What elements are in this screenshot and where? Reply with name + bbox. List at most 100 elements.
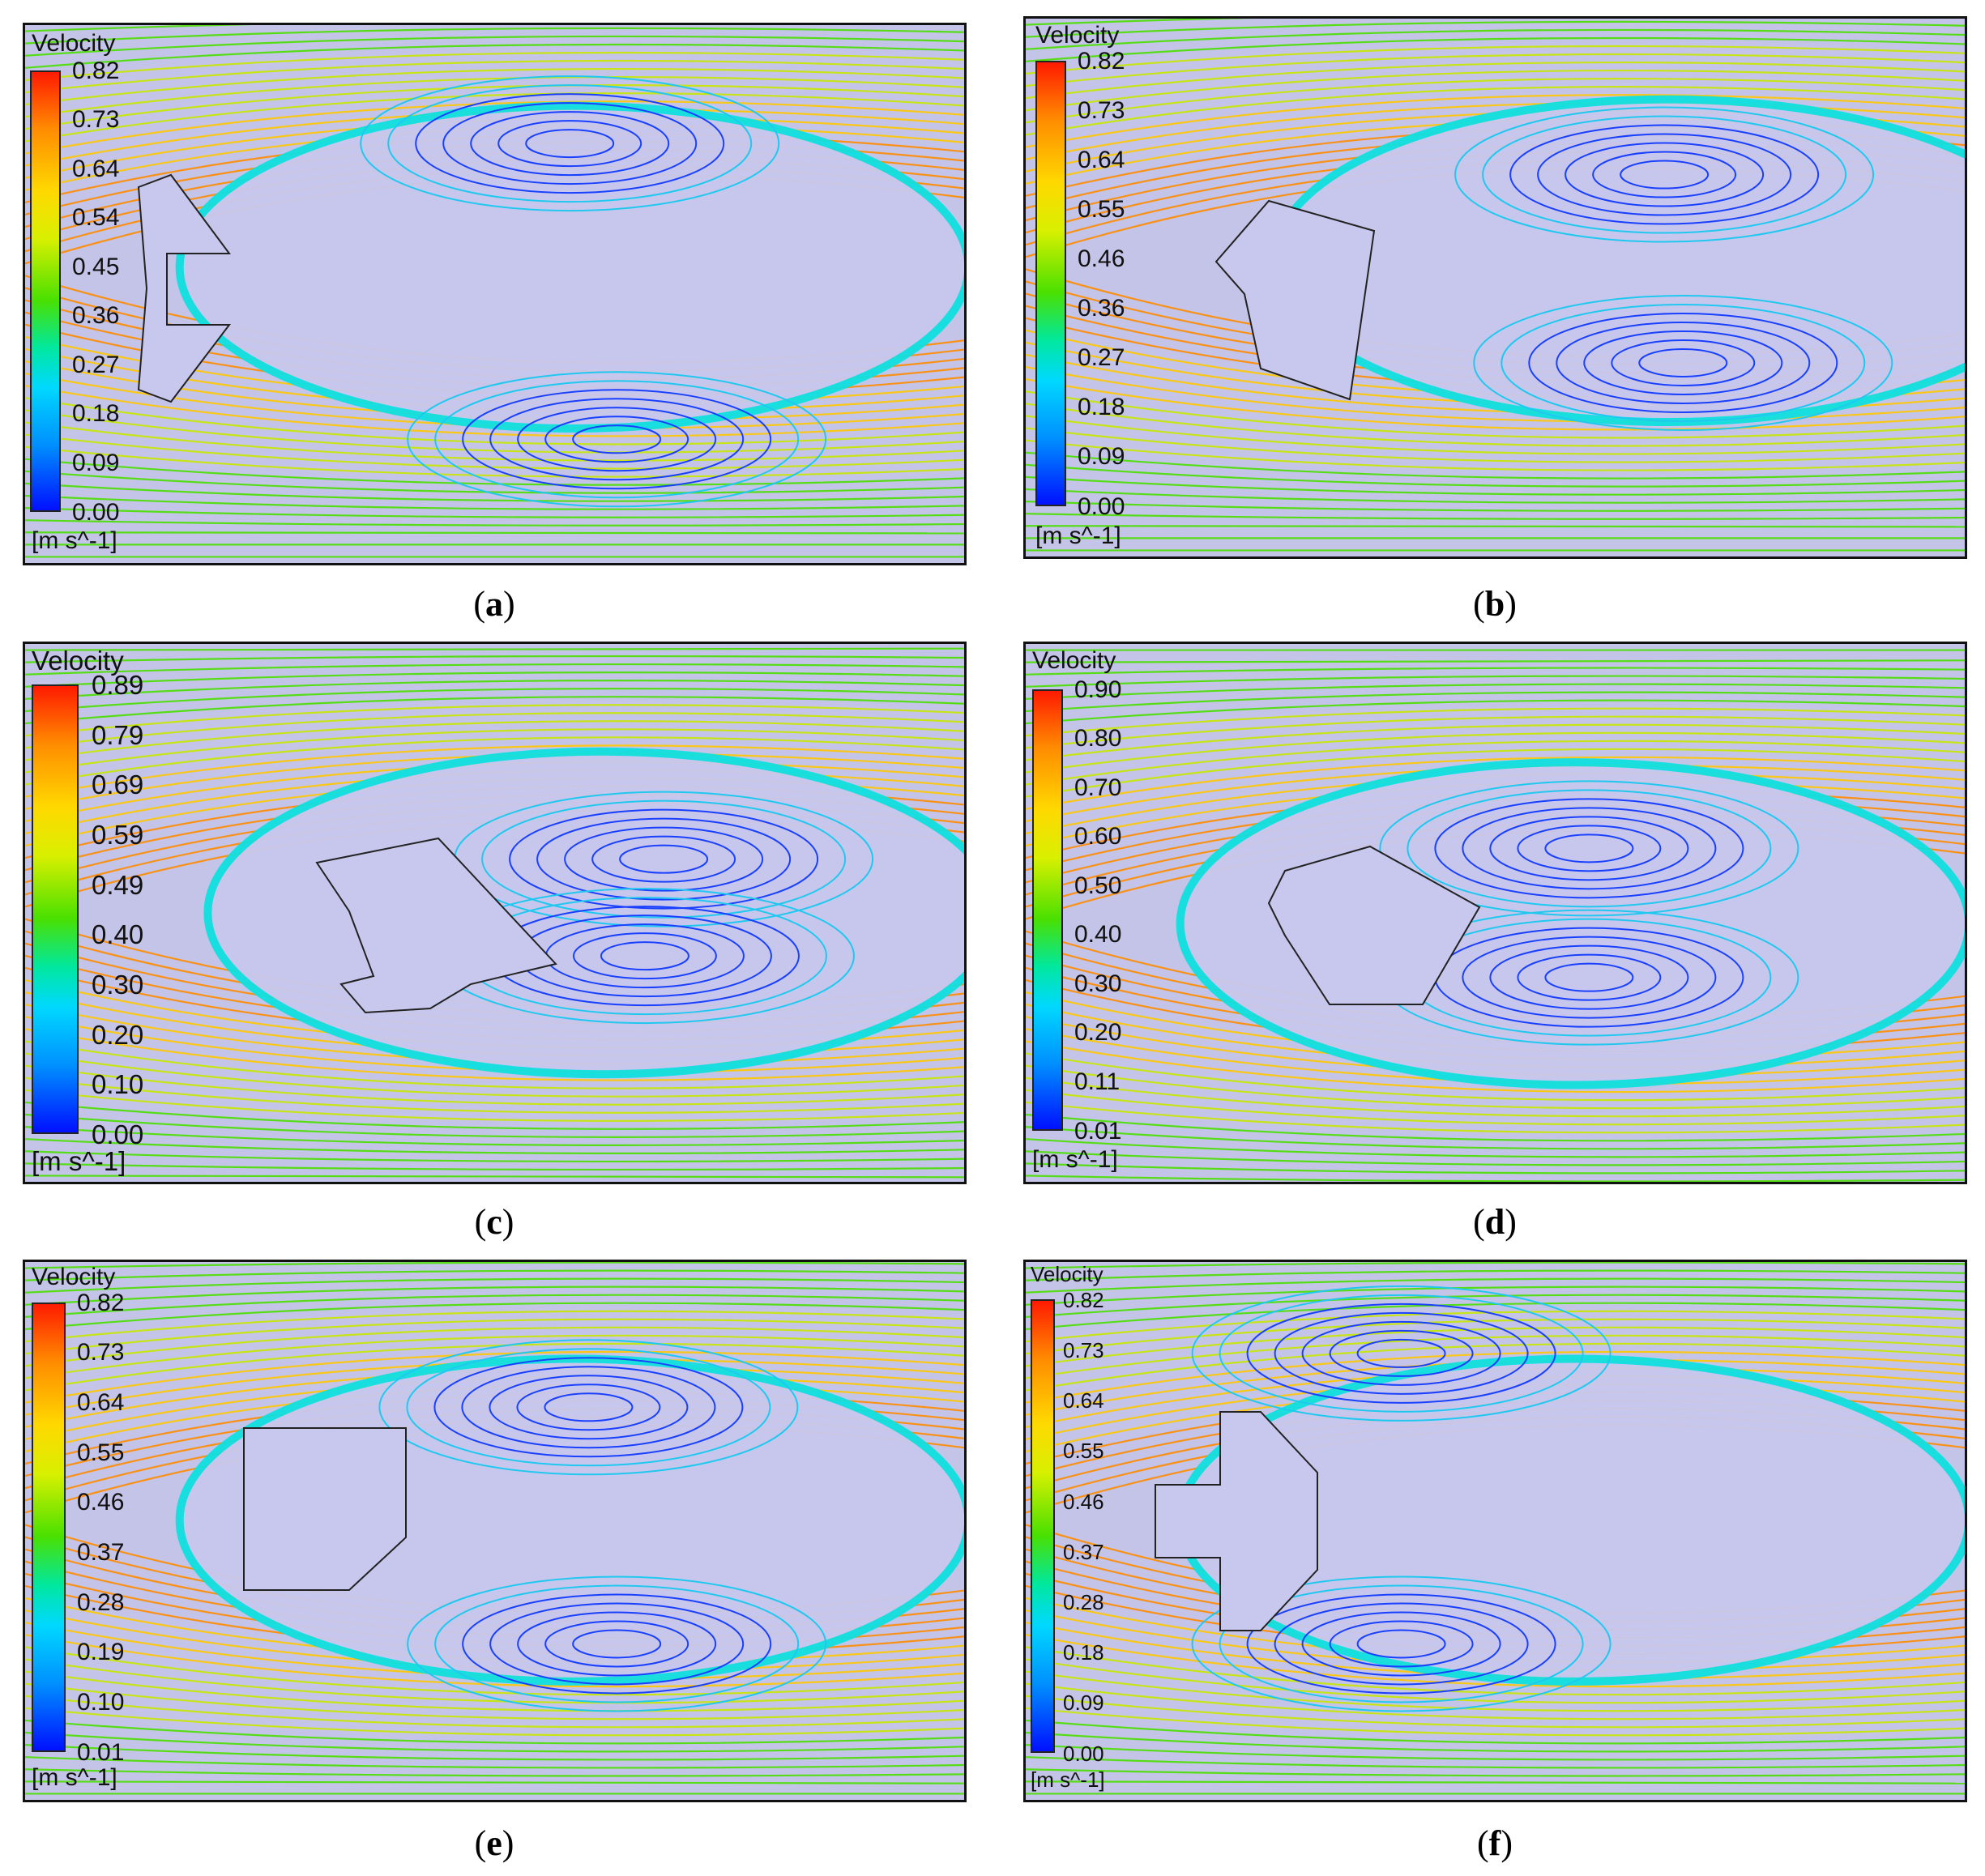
lower-vortex-ring: [1191, 1575, 1611, 1712]
streamline: [1026, 1294, 1965, 1319]
bluff-body: [1267, 845, 1481, 1005]
upper-vortex-ring: [433, 1357, 744, 1458]
streamline: [1026, 1028, 1965, 1085]
streamline: [1026, 1670, 1965, 1712]
upper-vortex-ring: [1517, 825, 1662, 872]
streamline: [1026, 1768, 1965, 1777]
panel-caption-letter: c: [486, 1202, 502, 1242]
upper-vortex-ring: [1620, 160, 1710, 190]
panel-caption: (b): [1473, 584, 1517, 624]
colorbar-tick-label: 0.73: [72, 106, 120, 134]
colorbar-tick-label: 0.49: [92, 869, 144, 900]
colorbar-tick-label: 0.55: [1078, 195, 1125, 223]
streamline: [1026, 691, 1965, 713]
lower-vortex-ring: [544, 416, 689, 463]
streamline: [25, 1682, 964, 1720]
colorbar-tick-label: 0.82: [77, 1289, 125, 1316]
upper-vortex-ring: [1246, 1303, 1556, 1404]
streamline: [25, 1646, 964, 1696]
streamline: [1026, 1175, 1965, 1182]
legend-title: Velocity: [1031, 1262, 1103, 1286]
streamline: [25, 27, 964, 45]
streamline: [1026, 1101, 1965, 1134]
lower-vortex-ring: [1517, 953, 1662, 1001]
streamline: [1026, 1113, 1965, 1142]
upper-vortex-ring: [1454, 106, 1875, 243]
streamline: [1026, 45, 1965, 75]
upper-vortex-ring: [1434, 798, 1744, 899]
velocity-panel-a: Velocity 0.82 0.73 0.64 0.54 0.45 0.36 0.27 0.18…: [23, 23, 967, 565]
streamline: [25, 1089, 964, 1122]
streamline: [1026, 699, 1965, 725]
streamline: [1026, 439, 1965, 471]
streamline: [1026, 77, 1965, 124]
upper-vortex-ring: [1462, 807, 1717, 890]
lower-vortex-ring: [1544, 962, 1634, 992]
colorbar-unit: [m s^-1]: [32, 1764, 117, 1791]
streamline: [1026, 707, 1965, 737]
lower-vortex-ring: [489, 1602, 745, 1686]
streamline: [1026, 1634, 1965, 1688]
streamline: [25, 728, 964, 774]
streamline: [1026, 1077, 1965, 1118]
lower-vortex-ring: [572, 424, 662, 454]
upper-vortex-ring: [1274, 1311, 1529, 1395]
upper-vortex-ring: [461, 1366, 716, 1449]
streamline: [1026, 36, 1965, 62]
lower-vortex-ring: [1246, 1593, 1556, 1695]
streamline: [1026, 390, 1965, 439]
wake-region: [175, 101, 964, 433]
streamline: [1026, 756, 1965, 810]
legend-title: Velocity: [32, 646, 124, 676]
streamline: [25, 59, 964, 94]
streamline: [25, 1269, 964, 1281]
streamline: [1026, 1040, 1965, 1094]
upper-vortex-ring: [387, 84, 753, 203]
lower-vortex-ring: [1356, 1629, 1446, 1659]
upper-vortex-ring: [509, 808, 819, 910]
upper-vortex-ring: [470, 111, 670, 177]
colorbar: [1032, 689, 1063, 1131]
colorbar-tick-label: 0.10: [92, 1069, 144, 1100]
streamline: [25, 1719, 964, 1745]
streamline: [1026, 1342, 1965, 1392]
streamline: [25, 720, 964, 761]
lower-vortex-ring: [1274, 1602, 1529, 1686]
streamline: [25, 1277, 964, 1294]
streamline: [25, 51, 964, 82]
upper-vortex-ring: [1482, 115, 1847, 234]
streamline: [1026, 1064, 1965, 1110]
streamline: [25, 1310, 964, 1343]
streamline: [1026, 1350, 1965, 1404]
bluff-body: [243, 1427, 407, 1591]
streamline: [25, 43, 964, 69]
streamline: [1026, 1731, 1965, 1753]
streamline: [1026, 740, 1965, 786]
streamline: [25, 1064, 964, 1106]
upper-vortex-ring: [1489, 816, 1689, 881]
streamline: [1026, 525, 1965, 528]
colorbar-tick-label: 0.55: [77, 1439, 125, 1466]
upper-vortex-ring: [1537, 133, 1792, 216]
streamline: [25, 1326, 964, 1367]
streamline: [25, 654, 964, 663]
streamline: [25, 1342, 964, 1392]
colorbar-tick-label: 0.46: [77, 1489, 125, 1516]
upper-vortex-ring: [415, 93, 725, 194]
colorbar: [1035, 61, 1066, 506]
lower-vortex-ring: [1611, 339, 1756, 386]
streamline: [25, 704, 964, 737]
colorbar-tick-label: 0.28: [77, 1588, 125, 1616]
streamline-plot-e: [25, 1262, 964, 1800]
colorbar-tick-label: 0.00: [1078, 492, 1125, 520]
streamline: [1026, 1707, 1965, 1737]
colorbar-tick-label: 0.37: [77, 1538, 125, 1566]
lower-vortex-ring: [1528, 312, 1838, 413]
streamline: [1026, 86, 1965, 136]
colorbar-tick-label: 0.80: [1074, 725, 1122, 753]
streamline: [25, 1077, 964, 1114]
streamline: [1026, 1646, 1965, 1696]
velocity-panel-f: Velocity 0.82 0.73 0.64 0.55 0.46 0.37 0.28 0.18…: [1023, 1260, 1967, 1802]
lower-vortex-ring: [434, 1584, 800, 1703]
streamline: [1026, 1052, 1965, 1102]
